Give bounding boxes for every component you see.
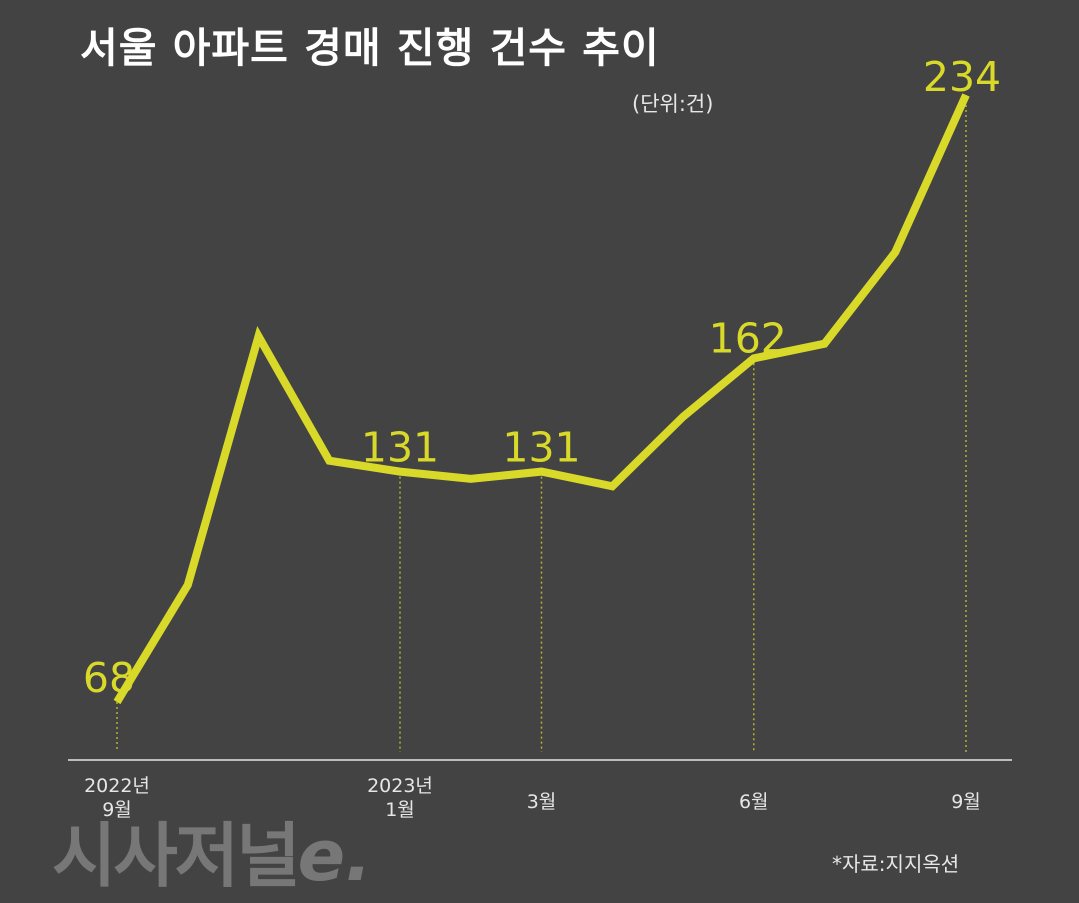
source-note: *자료:지지옥션 — [832, 852, 960, 876]
chart-title: 서울 아파트 경매 진행 건수 추이 — [80, 24, 660, 72]
x-tick-label: 3월 — [527, 791, 557, 813]
data-label: 68 — [83, 654, 135, 702]
logo-accent: e. — [297, 815, 372, 897]
data-label: 234 — [923, 53, 1001, 101]
series-line — [113, 93, 970, 705]
data-label: 131 — [361, 424, 439, 472]
x-tick-label: 9월 — [951, 791, 981, 813]
publisher-logo: 시사저널e. — [52, 800, 372, 901]
unit-label: (단위:건) — [632, 92, 714, 116]
x-tick-label: 6월 — [739, 791, 769, 813]
x-tick-label: 2023년 — [367, 775, 433, 797]
x-tick-label: 1월 — [385, 799, 415, 821]
logo-text: 시사저널 — [52, 815, 301, 897]
data-label: 162 — [709, 314, 787, 362]
data-label: 131 — [502, 424, 580, 472]
x-tick-label: 2022년 — [84, 775, 150, 797]
x-tick-label: 9월 — [102, 799, 132, 821]
